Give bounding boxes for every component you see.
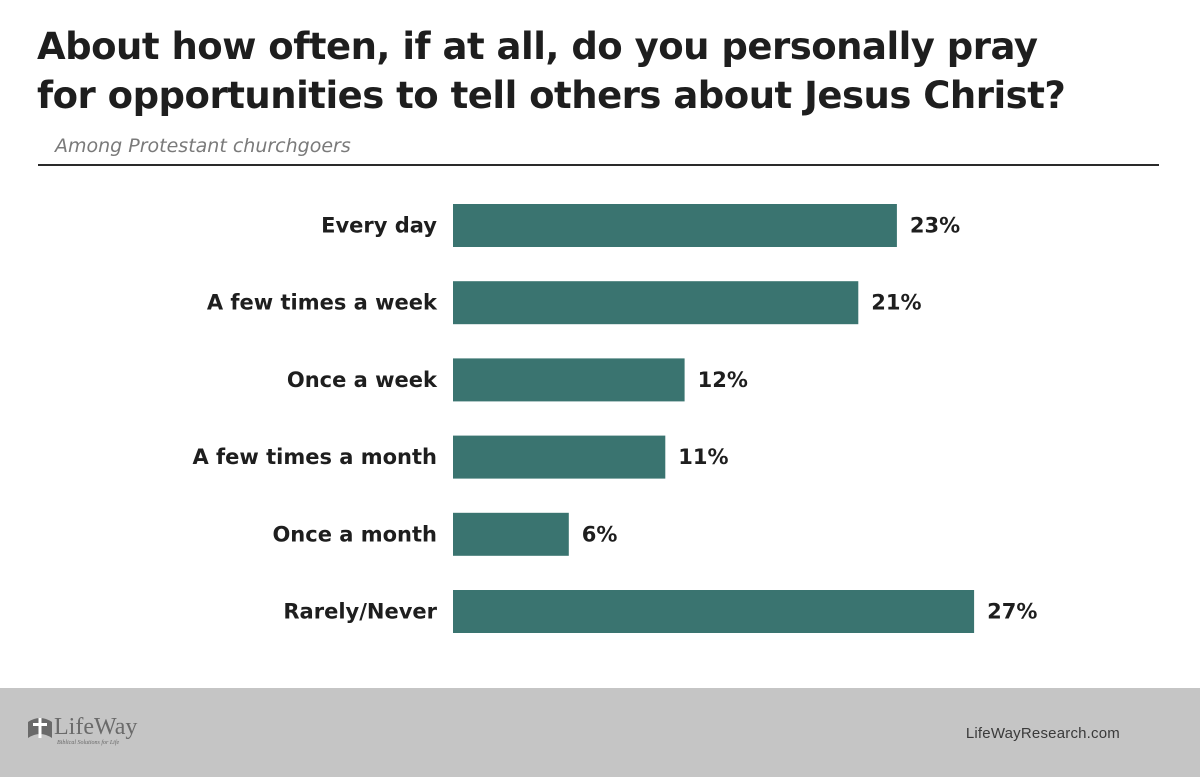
value-label-2: 12% <box>698 368 748 392</box>
category-label-0: Every day <box>321 214 437 238</box>
chart-subtitle: Among Protestant churchgoers <box>55 135 351 157</box>
value-label-1: 21% <box>871 291 921 315</box>
category-label-5: Rarely/Never <box>283 600 437 624</box>
value-label-3: 11% <box>678 445 728 469</box>
value-label-0: 23% <box>910 214 960 238</box>
category-label-2: Once a week <box>287 368 438 392</box>
category-label-1: A few times a week <box>207 291 438 315</box>
bar-3 <box>453 435 666 479</box>
logo-wordmark: LifeWay <box>54 714 137 740</box>
bar-chart: Every day 23% A few times a week 21% Once a … <box>192 204 1037 633</box>
chart-title-line-2: for opportunities to tell others about J… <box>37 74 1066 117</box>
bar-5 <box>453 590 975 633</box>
footer-bar: LifeWay Biblical Solutions for Life Life… <box>0 688 1200 777</box>
lifeway-logo: LifeWay Biblical Solutions for Life <box>26 710 166 750</box>
value-label-4: 6% <box>582 522 618 546</box>
category-label-3: A few times a month <box>192 445 437 469</box>
bar-0 <box>453 204 897 247</box>
bar-1 <box>453 281 859 325</box>
footer-site-link[interactable]: LifeWayResearch.com <box>965 725 1120 742</box>
category-label-4: Once a month <box>272 522 437 546</box>
chart-title-line-1: About how often, if at all, do you perso… <box>37 25 1038 68</box>
value-label-5: 27% <box>987 600 1037 624</box>
logo-tagline: Biblical Solutions for Life <box>57 739 120 746</box>
bar-4 <box>453 512 569 556</box>
lifeway-cross-icon <box>28 718 52 738</box>
title-divider <box>38 164 1159 166</box>
chart-title: About how often, if at all, do you perso… <box>37 22 1157 120</box>
bar-2 <box>453 358 685 402</box>
